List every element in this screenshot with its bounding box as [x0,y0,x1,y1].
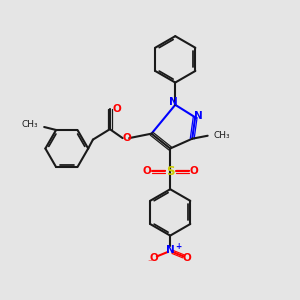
Text: O: O [142,167,151,176]
Text: O: O [113,104,122,114]
Text: N: N [166,244,175,255]
Text: O: O [149,253,158,263]
Text: O: O [182,253,191,263]
Text: N: N [169,98,178,107]
Text: ⁻: ⁻ [147,258,152,267]
Text: N: N [194,111,203,121]
Text: CH₃: CH₃ [213,131,230,140]
Text: +: + [176,242,182,251]
Text: CH₃: CH₃ [22,120,38,129]
Text: S: S [166,165,175,178]
Text: O: O [122,133,131,143]
Text: O: O [190,167,198,176]
